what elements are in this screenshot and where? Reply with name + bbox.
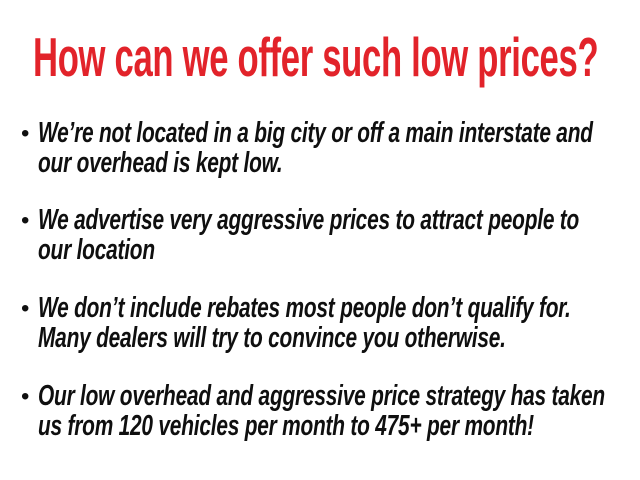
page-title-text: How can we offer such low prices? xyxy=(33,26,599,88)
bullet-line: us from 120 vehicles per month to 475+ p… xyxy=(38,410,534,442)
bullet-icon: • xyxy=(21,120,30,147)
bullet-line: Many dealers will try to convince you ot… xyxy=(38,322,506,354)
bullet-icon: • xyxy=(21,207,30,234)
list-item: • We’re not located in a big city or off… xyxy=(21,117,640,179)
bullet-icon: • xyxy=(21,295,30,322)
list-item: • Our low overhead and aggressive price … xyxy=(21,380,640,442)
bullet-line: our overhead is kept low. xyxy=(38,147,283,179)
bullet-line: We don’t include rebates most people don… xyxy=(38,292,571,324)
list-item: • We advertise very aggressive prices to… xyxy=(21,204,640,266)
list-item: • We don’t include rebates most people d… xyxy=(21,292,640,354)
bullet-line: We’re not located in a big city or off a… xyxy=(38,117,593,149)
bullet-icon: • xyxy=(21,383,30,410)
bullet-line: Our low overhead and aggressive price st… xyxy=(38,380,605,412)
page-title: How can we offer such low prices? xyxy=(33,28,640,86)
bullet-line: our location xyxy=(38,234,155,266)
bullet-line: We advertise very aggressive prices to a… xyxy=(38,204,580,236)
